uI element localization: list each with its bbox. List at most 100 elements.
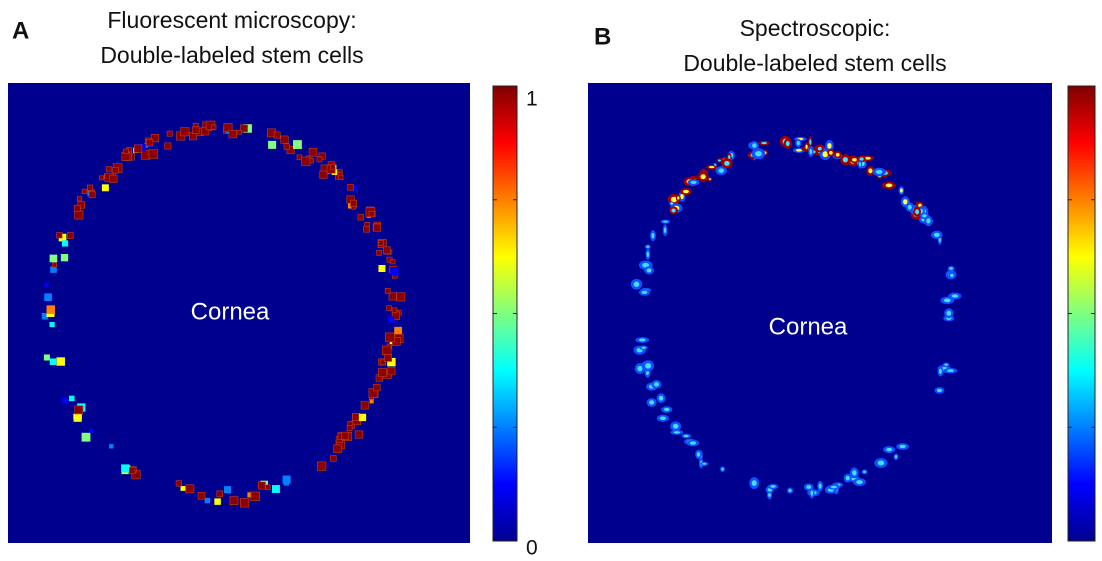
- speckle: [386, 305, 392, 311]
- speckle: [856, 480, 863, 485]
- speckle: [718, 159, 721, 162]
- speckle: [350, 199, 358, 207]
- panel-title: Double-labeled stem cells: [100, 42, 363, 68]
- speckle: [373, 383, 381, 392]
- speckle: [671, 208, 676, 213]
- speckle: [938, 368, 942, 374]
- speckle: [197, 492, 206, 500]
- speckle: [228, 129, 237, 139]
- colorbar-tick-label: 0: [526, 537, 538, 556]
- speckle: [754, 150, 762, 157]
- speckle: [721, 467, 724, 471]
- speckle: [926, 218, 931, 224]
- speckle: [192, 126, 200, 134]
- speckle: [330, 455, 337, 462]
- speckle: [388, 292, 397, 301]
- speckle: [907, 204, 912, 210]
- speckle: [378, 265, 386, 273]
- speckle: [947, 369, 954, 373]
- speckle: [659, 416, 666, 421]
- speckle: [696, 452, 701, 457]
- panel-title: Fluorescent microscopy:: [107, 7, 356, 33]
- annotation: Cornea: [191, 298, 270, 325]
- speckle: [43, 354, 50, 361]
- speckle: [49, 254, 58, 263]
- speckle: [933, 232, 940, 237]
- speckle: [166, 130, 173, 137]
- speckle: [50, 266, 57, 273]
- speckle: [845, 475, 850, 481]
- speckle: [338, 174, 344, 180]
- speckle: [943, 298, 951, 303]
- speckle: [148, 149, 159, 159]
- speckle: [680, 193, 684, 200]
- speckle: [768, 492, 771, 498]
- speckle: [809, 148, 813, 155]
- speckle: [247, 492, 253, 498]
- speckle: [308, 147, 318, 157]
- speckle: [351, 185, 358, 191]
- speckle: [360, 401, 369, 410]
- speckle: [936, 388, 943, 393]
- speckle: [283, 143, 290, 150]
- speckle: [373, 223, 382, 232]
- speckle: [123, 148, 129, 154]
- speckle: [49, 358, 57, 366]
- speckle: [273, 131, 281, 139]
- speckle: [387, 357, 396, 367]
- speckle: [66, 232, 74, 239]
- speckle: [381, 345, 392, 356]
- speckle: [146, 139, 154, 147]
- speckle: [357, 214, 364, 221]
- speckle: [662, 220, 668, 223]
- speckle: [74, 204, 81, 212]
- speckle: [340, 431, 349, 440]
- speckle: [296, 154, 303, 161]
- speckle: [121, 464, 130, 473]
- speckle: [61, 240, 69, 247]
- speckle: [214, 498, 221, 505]
- speckle: [900, 188, 903, 193]
- speckle: [56, 357, 65, 366]
- speckle: [387, 316, 395, 324]
- speckle: [894, 455, 898, 459]
- speckle: [663, 227, 667, 234]
- speckle: [796, 140, 800, 146]
- speckle: [211, 124, 217, 130]
- speckle: [829, 150, 833, 155]
- colorbar-tick-label: 1: [526, 88, 538, 111]
- speckle: [56, 232, 63, 239]
- speckle: [317, 461, 327, 471]
- speckle: [950, 273, 954, 278]
- speckle: [333, 444, 342, 453]
- speckle: [390, 267, 399, 276]
- speckle: [653, 382, 659, 387]
- speckle: [282, 475, 291, 484]
- speckle: [51, 262, 57, 268]
- speckle: [649, 400, 655, 405]
- speckle: [944, 363, 948, 366]
- speckle: [216, 490, 224, 498]
- speckle: [81, 432, 91, 442]
- speckle: [842, 156, 848, 163]
- speckle: [761, 141, 767, 145]
- speckle: [112, 166, 119, 174]
- panel-title: Spectroscopic:: [740, 15, 891, 41]
- speckle: [646, 268, 652, 273]
- speckle: [724, 160, 730, 166]
- speckle: [645, 363, 652, 369]
- speckle: [641, 290, 648, 295]
- speckle: [658, 395, 664, 401]
- speckle: [877, 460, 885, 466]
- speckle: [396, 292, 406, 302]
- panel-title: Double-labeled stem cells: [683, 50, 946, 76]
- speckle: [180, 127, 190, 137]
- speckle: [637, 365, 643, 372]
- speckle: [185, 484, 195, 494]
- speckle: [835, 152, 840, 157]
- speckle: [863, 470, 867, 474]
- speckle: [239, 498, 250, 508]
- speckle: [752, 143, 757, 148]
- speckle: [316, 156, 323, 163]
